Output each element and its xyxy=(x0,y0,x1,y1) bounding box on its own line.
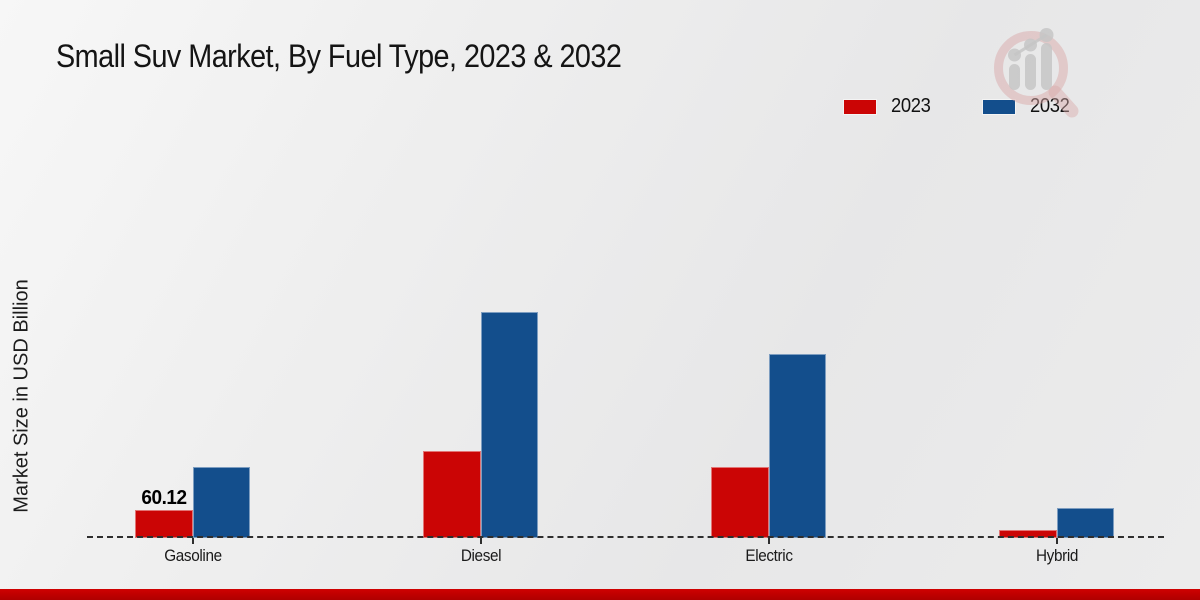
chart-title: Small Suv Market, By Fuel Type, 2023 & 2… xyxy=(56,38,622,74)
x-axis-label-diesel: Diesel xyxy=(460,546,501,565)
x-axis-tick-hybrid xyxy=(1055,538,1058,544)
bar-2032-gasoline xyxy=(192,467,250,538)
bar-2032-hybrid xyxy=(1056,508,1114,538)
data-label-2023-gasoline: 60.12 xyxy=(141,487,187,509)
x-axis-tick-gasoline xyxy=(191,538,194,544)
x-axis-tick-diesel xyxy=(479,538,482,544)
footer-accent-strip xyxy=(0,589,1200,600)
legend-item-2023: 2023 xyxy=(843,95,934,118)
x-axis-label-hybrid: Hybrid xyxy=(1035,546,1078,565)
legend-label-2023: 2023 xyxy=(891,95,931,117)
x-axis-tick-electric xyxy=(767,538,770,544)
magnifier-growth-chart-logo-icon xyxy=(994,28,1079,118)
bar-2023-electric xyxy=(711,467,769,538)
legend-swatch-2032 xyxy=(981,98,1016,115)
bar-2032-electric xyxy=(768,354,826,538)
bar-2023-gasoline xyxy=(135,510,193,538)
bar-2032-diesel xyxy=(480,312,538,538)
y-axis-title: Market Size in USD Billion xyxy=(10,279,33,513)
x-axis-label-electric: Electric xyxy=(744,546,793,565)
legend: 2023 2032 xyxy=(843,95,1073,118)
x-axis-baseline xyxy=(87,536,1164,538)
legend-swatch-2023 xyxy=(843,98,877,115)
x-axis-label-gasoline: Gasoline xyxy=(163,546,222,565)
bar-2023-diesel xyxy=(423,451,481,538)
